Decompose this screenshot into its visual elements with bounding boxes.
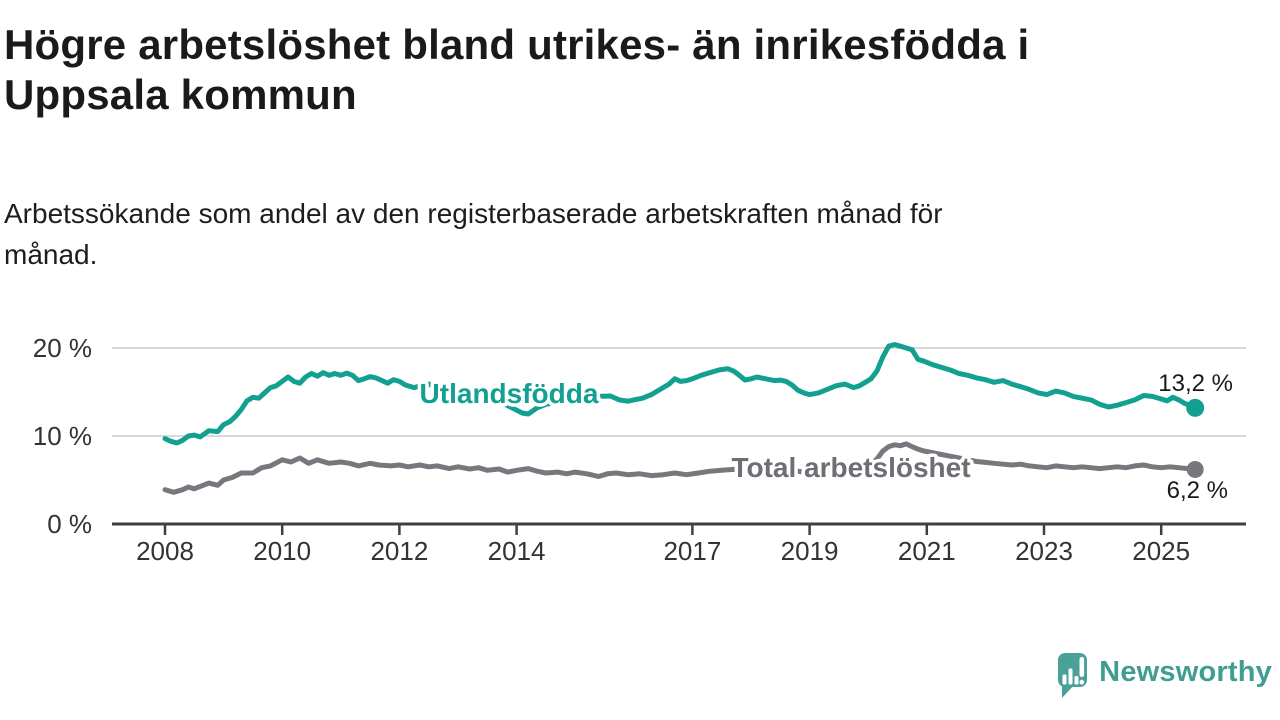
x-axis-tick-label: 2025	[1132, 536, 1190, 566]
page-title: Högre arbetslöshet bland utrikes- än inr…	[4, 20, 1204, 120]
chart-subtitle: Arbetssökande som andel av den registerb…	[4, 193, 1204, 275]
x-axis-tick-label: 2017	[663, 536, 721, 566]
series-line	[162, 441, 1198, 495]
chart-subtitle-line-2: månad.	[4, 239, 98, 270]
series-line	[162, 342, 1198, 446]
y-axis-tick-label: 0 %	[47, 509, 92, 539]
series-inline-label: Utlandsfödda	[420, 378, 599, 409]
x-axis-tick-label: 2023	[1015, 536, 1073, 566]
series-end-value-label: 13,2 %	[1158, 370, 1233, 397]
y-axis-tick-label: 10 %	[33, 421, 92, 451]
newsworthy-speech-bubble-icon	[1058, 653, 1088, 698]
x-axis-tick-label: 2021	[898, 536, 956, 566]
y-axis-tick-label: 20 %	[33, 333, 92, 363]
x-axis-tick-label: 2019	[781, 536, 839, 566]
series-inline-label: Total arbetslöshet	[731, 452, 970, 483]
newsworthy-wordmark: Newsworthy	[1099, 655, 1272, 688]
series-end-value-label: 6,2 %	[1167, 477, 1228, 504]
x-axis-tick-label: 2010	[253, 536, 311, 566]
x-axis-tick-label: 2012	[370, 536, 428, 566]
newsworthy-logo[interactable]: Newsworthy	[1058, 653, 1272, 699]
series-end-dot	[1186, 398, 1205, 417]
page-title-line-1: Högre arbetslöshet bland utrikes- än inr…	[4, 21, 1030, 68]
x-axis-tick-label: 2008	[136, 536, 194, 566]
series-end-dot	[1186, 460, 1204, 478]
x-axis-tick-label: 2014	[488, 536, 546, 566]
chart-subtitle-line-1: Arbetssökande som andel av den registerb…	[4, 198, 943, 229]
page-title-line-2: Uppsala kommun	[4, 71, 357, 118]
